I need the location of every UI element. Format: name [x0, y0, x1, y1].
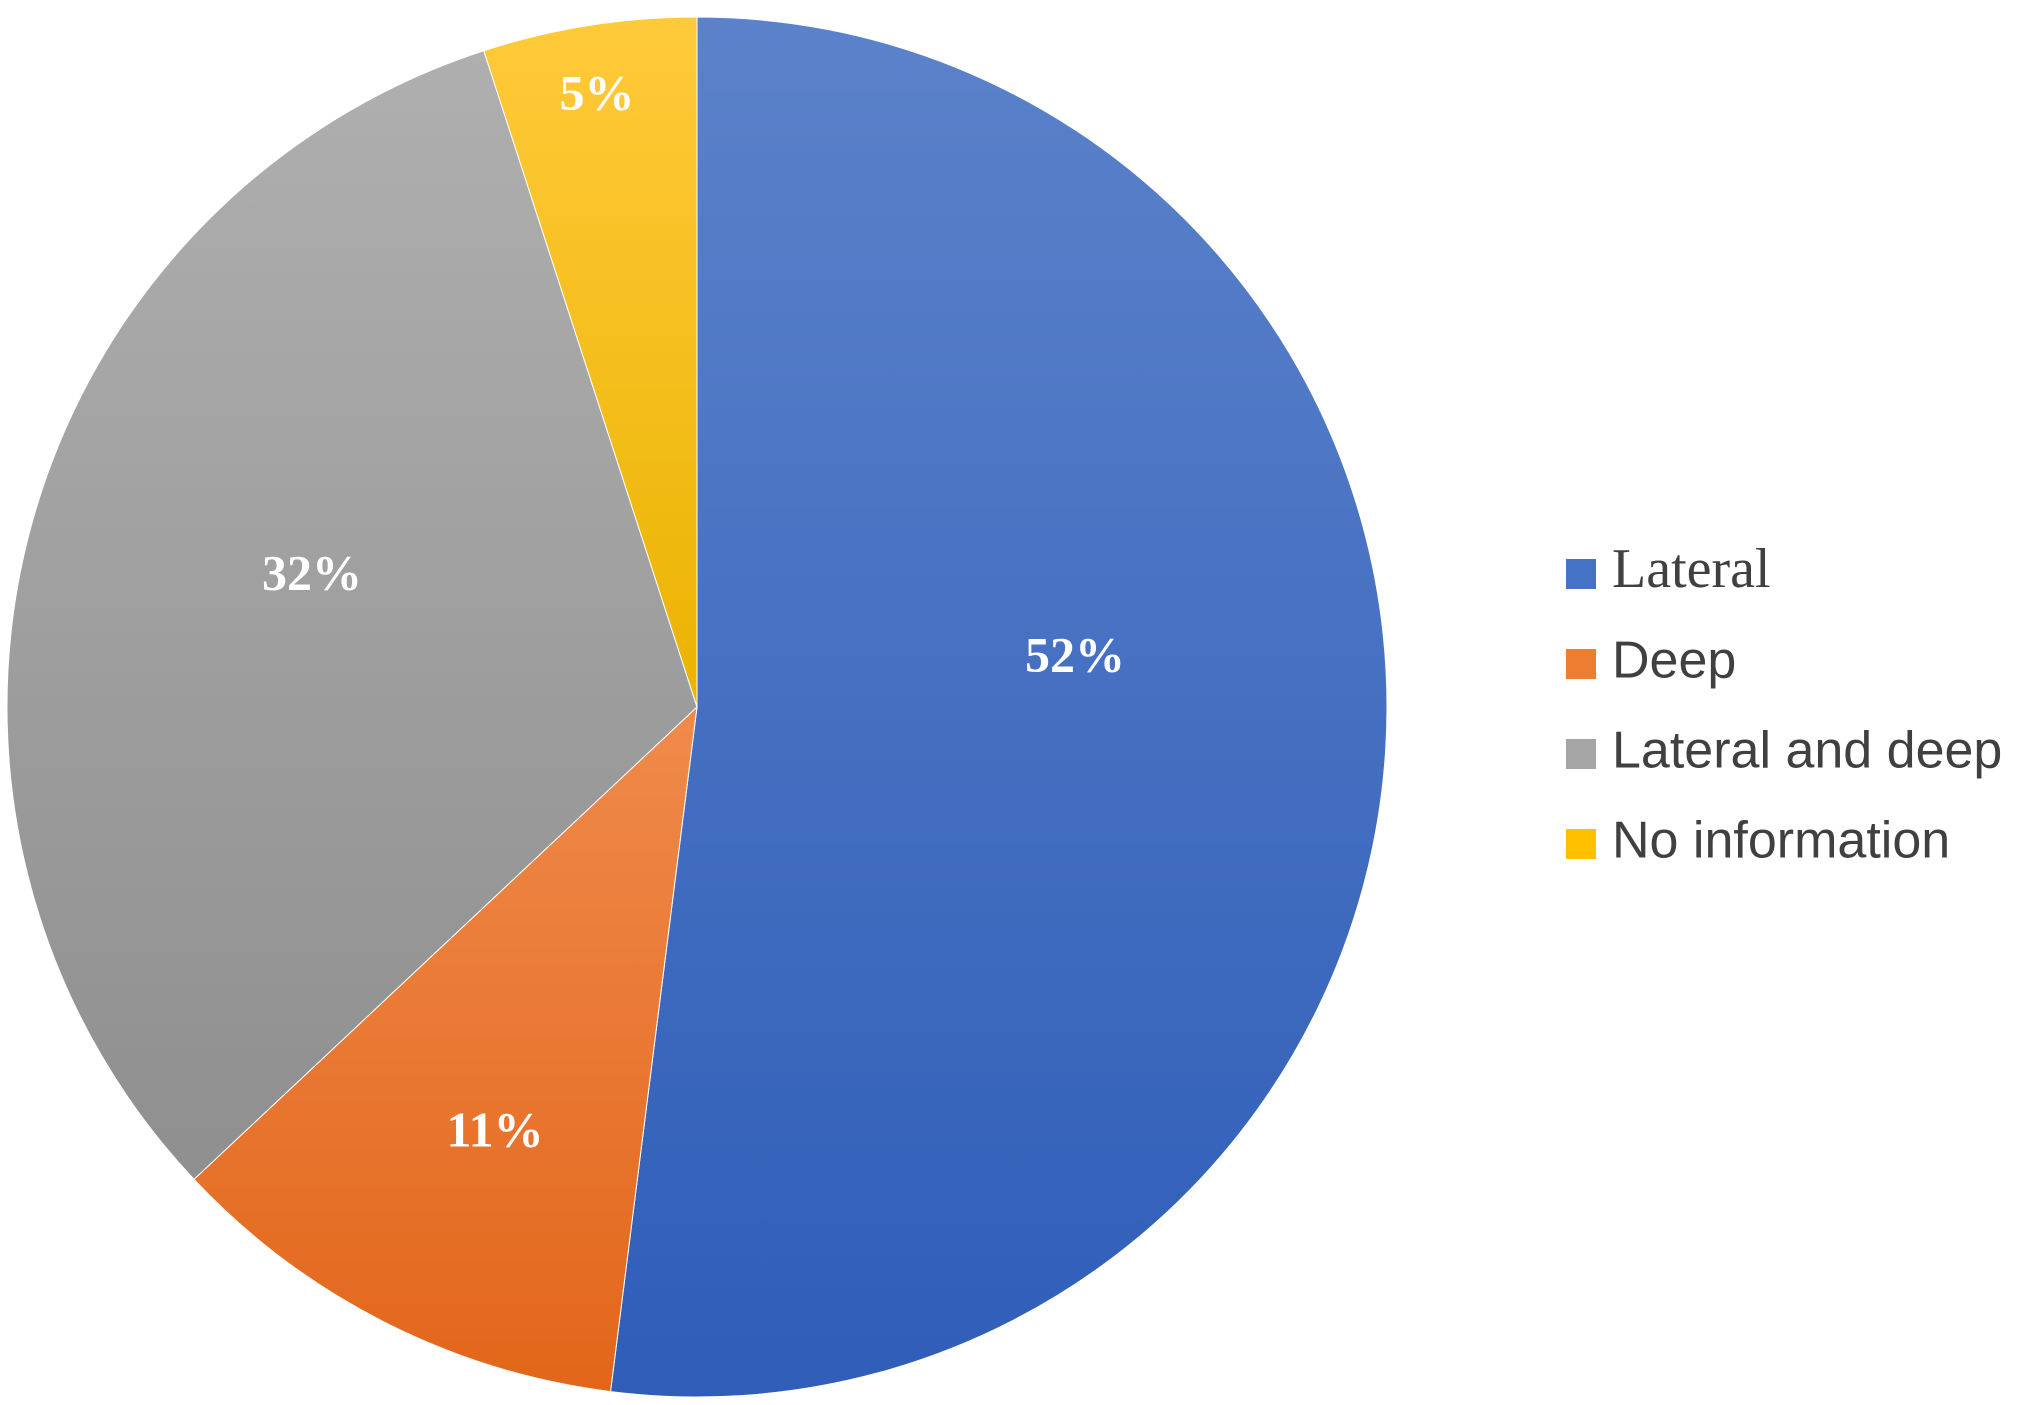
pie-slice-lateral-and-deep	[6, 50, 698, 1181]
pie-slice-deep	[193, 705, 698, 1393]
legend: Lateral Deep Lateral and deep No informatio…	[1566, 538, 2002, 870]
legend-label: Lateral	[1612, 538, 1771, 600]
legend-swatch	[1566, 649, 1596, 679]
legend-item: Lateral and deep	[1566, 722, 2002, 780]
legend-swatch	[1566, 739, 1596, 769]
legend-item: No information	[1566, 812, 1950, 870]
pie-slice-no-information	[483, 16, 698, 708]
slice-value-label: 52%	[1025, 626, 1125, 682]
pie-slices	[6, 16, 1388, 1398]
legend-label: Deep	[1612, 632, 1736, 690]
legend-item: Lateral	[1566, 538, 1771, 600]
slice-value-label: 11%	[446, 1101, 543, 1157]
legend-swatch	[1566, 559, 1596, 589]
legend-item: Deep	[1566, 632, 1736, 690]
slice-value-label: 5%	[560, 64, 635, 120]
slice-labels: 52% 11% 32% 5%	[262, 64, 1125, 1157]
legend-label: Lateral and deep	[1612, 722, 2002, 780]
legend-label: No information	[1612, 812, 1950, 870]
pie-slice-lateral	[609, 16, 1388, 1398]
slice-value-label: 32%	[262, 544, 362, 600]
legend-swatch	[1566, 829, 1596, 859]
